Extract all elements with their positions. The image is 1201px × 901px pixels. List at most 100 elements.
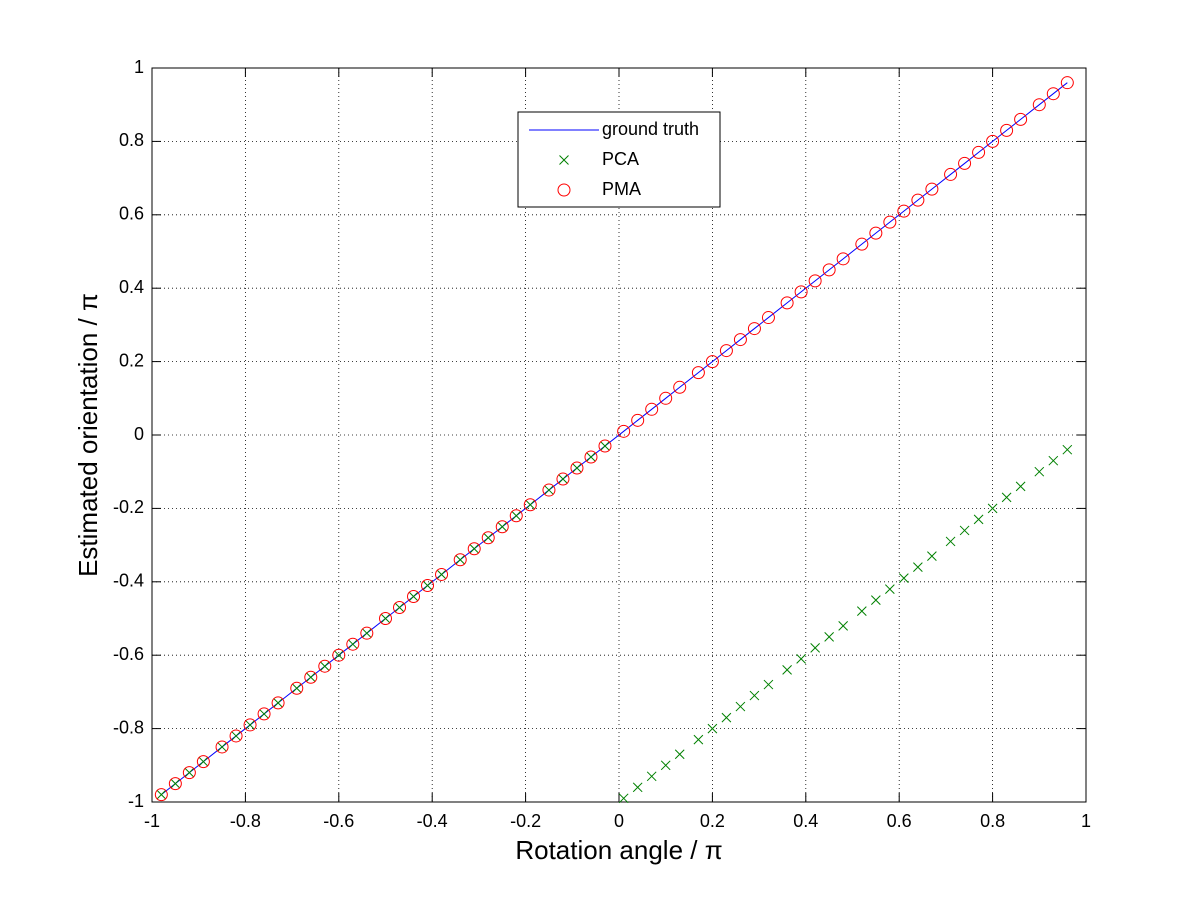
y-tick-label: -1 xyxy=(128,791,144,811)
data-point xyxy=(523,498,537,512)
data-point xyxy=(913,562,923,572)
data-point xyxy=(855,237,869,251)
data-point xyxy=(794,285,808,299)
data-point xyxy=(319,661,330,672)
data-point xyxy=(570,461,584,475)
data-point xyxy=(243,718,257,732)
data-point xyxy=(259,709,269,719)
x-tick-label: -0.4 xyxy=(417,811,448,831)
data-point xyxy=(542,483,556,497)
y-tick-label: 0.2 xyxy=(119,350,144,370)
data-point xyxy=(1048,455,1059,466)
data-point xyxy=(632,782,643,793)
data-point xyxy=(749,690,760,701)
legend-label: PMA xyxy=(602,179,641,199)
data-point xyxy=(870,595,881,606)
plot-frame xyxy=(151,67,1087,803)
data-point xyxy=(897,204,911,218)
data-point xyxy=(154,788,168,802)
data-point xyxy=(217,742,227,752)
data-point xyxy=(394,602,405,613)
data-point xyxy=(291,683,302,694)
data-point xyxy=(361,628,372,639)
data-point xyxy=(215,740,229,754)
y-tick-label: -0.4 xyxy=(113,571,144,591)
data-point xyxy=(584,450,598,464)
data-point xyxy=(911,193,925,207)
data-point xyxy=(782,665,792,675)
data-point xyxy=(958,156,972,170)
data-point xyxy=(435,567,449,581)
y-tick-label: -0.6 xyxy=(113,644,144,664)
x-axis-label: Rotation angle / π xyxy=(515,835,722,865)
data-point xyxy=(544,485,554,495)
data-point xyxy=(618,793,629,804)
data-point xyxy=(707,723,718,734)
data-point xyxy=(869,226,883,240)
data-point xyxy=(245,720,255,730)
data-point xyxy=(705,355,719,369)
x-tick-label: 0.2 xyxy=(700,811,725,831)
data-point xyxy=(556,472,570,486)
data-point xyxy=(1060,76,1074,90)
data-point xyxy=(959,525,970,536)
data-point xyxy=(290,681,304,695)
data-point xyxy=(1062,444,1073,455)
data-point xyxy=(346,637,360,651)
data-point xyxy=(332,648,346,662)
legend-swatch xyxy=(559,155,569,165)
data-point xyxy=(824,631,835,642)
data-point xyxy=(1001,492,1012,503)
data-point xyxy=(229,729,243,743)
data-point xyxy=(1015,481,1026,492)
data-point xyxy=(836,252,850,266)
data-point xyxy=(747,322,761,336)
data-point xyxy=(780,296,794,310)
data-point xyxy=(822,263,836,277)
data-point xyxy=(1014,112,1028,126)
data-point xyxy=(408,591,419,602)
data-point xyxy=(646,771,657,782)
legend-label: PCA xyxy=(602,149,639,169)
data-point xyxy=(422,580,433,591)
data-point xyxy=(763,679,774,690)
x-tick-label: -1 xyxy=(144,811,160,831)
y-axis-label: Estimated orientation / π xyxy=(73,293,103,577)
data-point xyxy=(271,696,285,710)
y-tick-label: -0.2 xyxy=(113,497,144,517)
data-point xyxy=(586,452,596,462)
data-point xyxy=(182,766,196,780)
data-point xyxy=(231,731,241,741)
legend-label: ground truth xyxy=(602,119,699,139)
data-point xyxy=(721,712,732,723)
data-point xyxy=(673,380,687,394)
data-point xyxy=(318,659,332,673)
data-point xyxy=(453,553,467,567)
data-point xyxy=(196,755,210,769)
data-point xyxy=(483,532,494,543)
data-point xyxy=(691,366,705,380)
y-tick-label: -0.8 xyxy=(113,717,144,737)
data-point xyxy=(986,134,1000,148)
data-point xyxy=(1000,123,1014,137)
y-tick-label: 0 xyxy=(134,424,144,444)
data-point xyxy=(600,441,610,451)
x-tick-label: 0 xyxy=(614,811,624,831)
data-point xyxy=(455,554,466,565)
data-point xyxy=(719,344,733,358)
data-point xyxy=(380,613,391,624)
data-point xyxy=(856,606,867,617)
data-point xyxy=(407,589,421,603)
data-point xyxy=(360,626,374,640)
data-point xyxy=(497,521,508,532)
data-point xyxy=(838,620,849,631)
data-point xyxy=(467,542,481,556)
x-tick-label: 1 xyxy=(1081,811,1091,831)
legend-box xyxy=(517,111,721,208)
y-tick-label: 1 xyxy=(134,57,144,77)
data-point xyxy=(1046,87,1060,101)
data-point xyxy=(333,650,344,661)
data-point xyxy=(436,569,447,580)
data-point xyxy=(1032,98,1046,112)
y-tick-label: 0.4 xyxy=(119,277,144,297)
